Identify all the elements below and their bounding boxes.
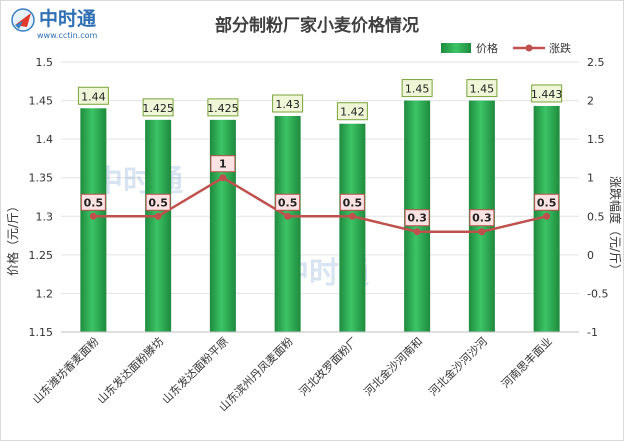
y-tick-left: 1.3 [36, 210, 54, 223]
bar [209, 119, 236, 332]
legend-swatch-price [441, 43, 471, 53]
x-tick-label: 河南思丰面业 [499, 335, 555, 391]
y-tick-left: 1.5 [36, 56, 54, 69]
line-data-label-box [469, 209, 495, 227]
y-axis-left-ticks: 1.15 1.2 1.25 1.3 1.35 1.4 1.45 1.5 [29, 56, 54, 339]
line-series: 0.5 0.5 1 0.5 0.5 0.3 0.3 0.5 [80, 155, 560, 236]
line-data-label: 0.3 [472, 212, 492, 225]
logo-url: www.cctin.com [37, 31, 98, 40]
y-tick-right: 1.5 [587, 133, 605, 146]
line-data-label-box [275, 193, 301, 211]
line-data-label: 0.5 [278, 196, 298, 209]
bar-data-label-box [272, 94, 304, 113]
line-point [543, 212, 551, 220]
line-point [219, 174, 227, 182]
legend: 价格 涨跌 [441, 41, 571, 55]
line-data-label-box [339, 193, 365, 211]
bar-data-label-box [466, 79, 498, 98]
logo-icon [11, 8, 35, 32]
line-data-label: 0.5 [84, 196, 104, 209]
bar-data-label: 1.45 [405, 83, 430, 96]
bar [274, 116, 301, 332]
line-data-label: 0.5 [537, 196, 557, 209]
x-tick-label: 山东发达面粉滕坊 [94, 334, 166, 406]
y-tick-left: 1.45 [29, 95, 54, 108]
line-point [154, 212, 162, 220]
bar-data-label: 1.43 [275, 98, 300, 111]
bar-data-label: 1.443 [531, 88, 563, 101]
y-tick-right: 2.5 [587, 56, 605, 69]
logo-name: 中时通 [39, 7, 97, 30]
line-data-label-box [534, 193, 560, 211]
bar-data-label-box [77, 86, 109, 105]
line-point [478, 228, 486, 236]
line-data-label-box [210, 155, 236, 173]
y-tick-left: 1.2 [36, 287, 54, 300]
y-tick-left: 1.25 [29, 249, 54, 262]
line-point [348, 212, 356, 220]
line-data-label: 0.3 [407, 212, 427, 225]
x-tick-label: 河北金沙河沙河 [426, 334, 490, 398]
bar-series: 1.44 1.425 1.425 1.43 1.42 1.45 1.45 1.443 [77, 79, 563, 333]
bar-data-label-box [336, 102, 368, 121]
line-point [413, 228, 421, 236]
y-tick-right: 2 [587, 95, 594, 108]
y-axis-right-ticks: -1 -0.5 0 0.5 1 1.5 2 2.5 [587, 56, 608, 339]
y-tick-right: 0 [587, 249, 594, 262]
bar-data-label-box [401, 79, 433, 98]
bar-data-label: 1.425 [207, 102, 239, 115]
y-tick-right: 1 [587, 172, 594, 185]
y-axis-right-label: 涨跌幅度（元/斤） [608, 176, 623, 276]
line-data-label-box [145, 193, 171, 211]
bar-data-label-box [142, 98, 174, 117]
legend-label-change: 涨跌 [549, 41, 571, 55]
y-tick-right: -0.5 [587, 287, 608, 300]
bar-data-label: 1.45 [470, 83, 495, 96]
y-axis-left-label: 价格（元/斤） [5, 200, 20, 276]
line-data-label-box [80, 193, 106, 211]
bar-data-label-box [207, 98, 239, 117]
x-tick-label: 山东潍坊香麦面粉 [29, 334, 101, 406]
line-data-label-box [404, 209, 430, 227]
y-tick-right: 0.5 [587, 210, 605, 223]
y-tick-left: 1.4 [36, 133, 54, 146]
bar [339, 123, 366, 332]
line-data-label: 0.5 [343, 196, 363, 209]
line-point [284, 212, 292, 220]
line-data-label: 0.5 [148, 196, 168, 209]
y-tick-right: -1 [587, 326, 598, 339]
logo: 中时通 www.cctin.com [11, 7, 98, 40]
bar-data-label: 1.42 [340, 106, 365, 119]
bar-data-label: 1.44 [81, 90, 106, 103]
x-tick-label: 河北金沙河南和 [361, 334, 425, 398]
x-tick-label: 河北玫罗面粉厂 [296, 334, 360, 398]
bar [80, 108, 107, 333]
bar-data-label-box [531, 84, 563, 103]
y-tick-left: 1.35 [29, 172, 54, 185]
bar-data-label: 1.425 [142, 102, 174, 115]
legend-swatch-change-marker [525, 44, 533, 52]
y-tick-left: 1.15 [29, 326, 54, 339]
x-tick-label: 山东发达面粉平原 [159, 334, 231, 406]
chart-title: 部分制粉厂家小麦价格情况 [215, 15, 419, 36]
bar [145, 119, 172, 332]
legend-label-price: 价格 [476, 41, 498, 55]
line-data-label: 1 [219, 158, 227, 171]
line-point [89, 212, 97, 220]
